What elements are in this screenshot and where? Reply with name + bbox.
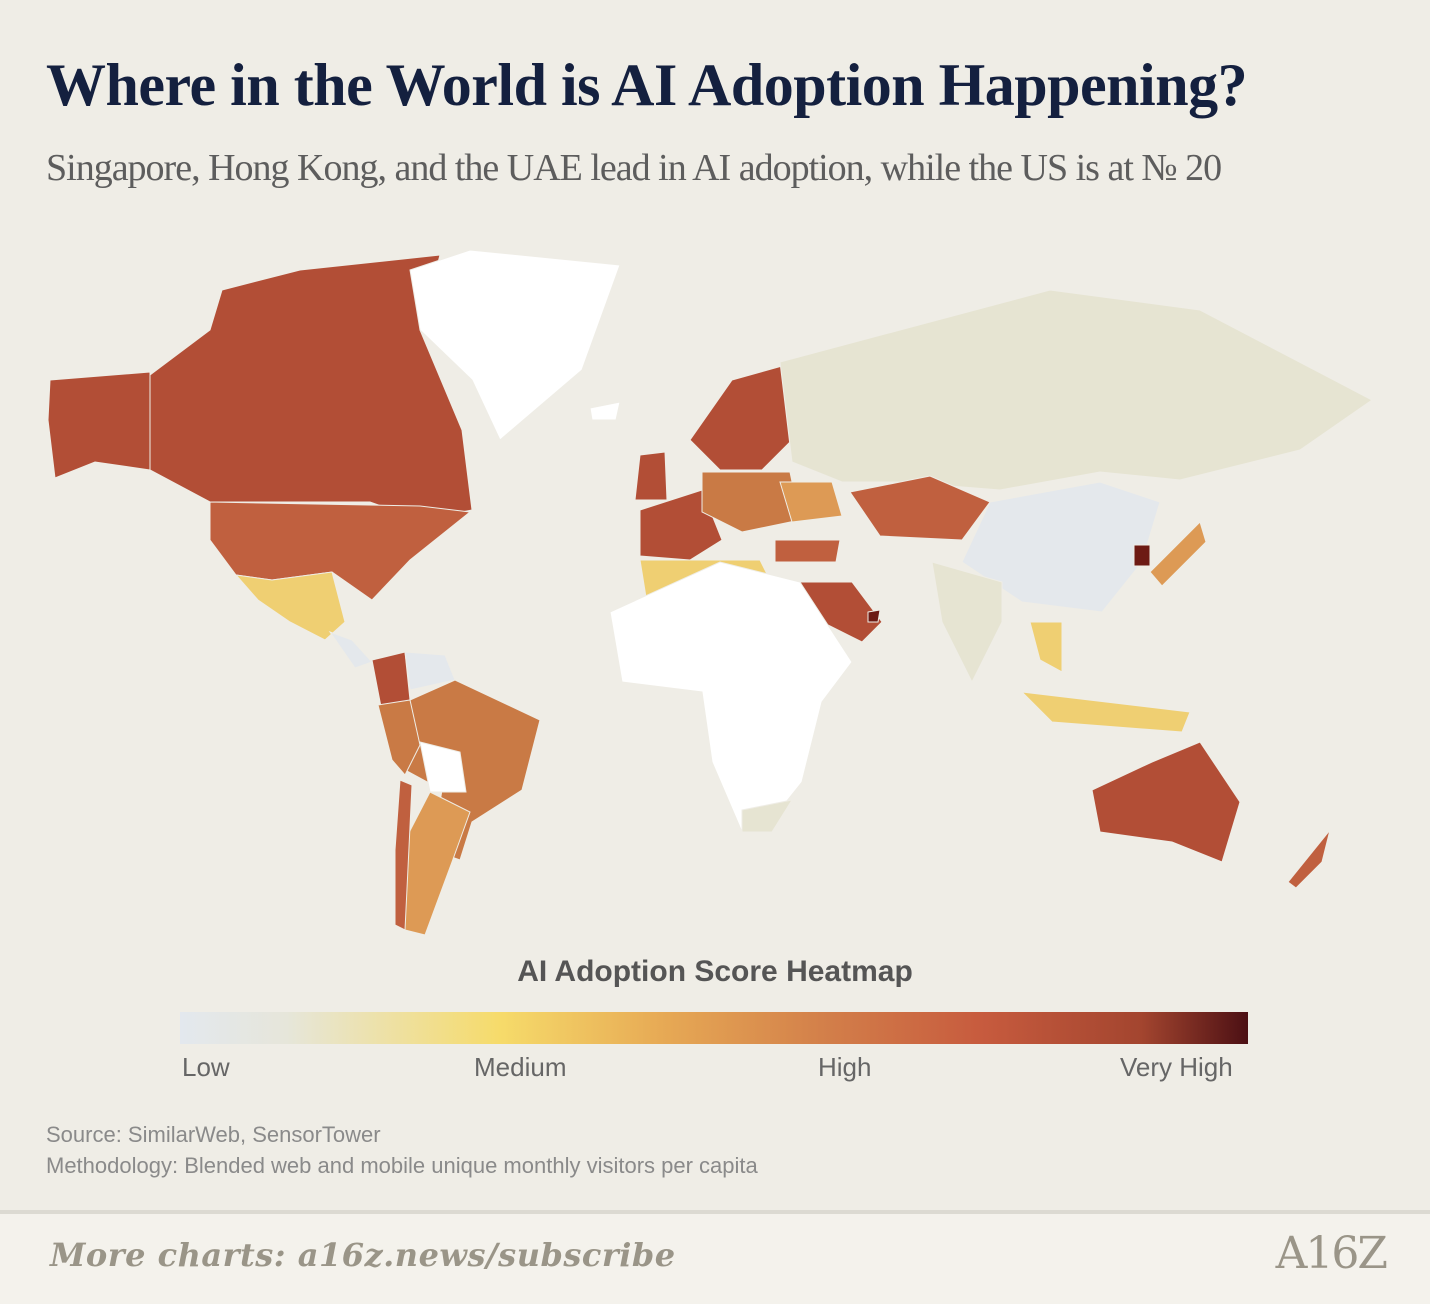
source-note: Source: SimilarWeb, SensorTower: [46, 1122, 381, 1147]
country-central-america: [328, 630, 373, 669]
country-south-korea: [1133, 544, 1151, 567]
country-eastern-europe: [779, 481, 843, 523]
country-greenland: [409, 249, 621, 441]
country-uae: [867, 609, 881, 623]
country-chile: [394, 779, 413, 931]
country-bolivia: [419, 741, 467, 793]
world-map: [47, 249, 1373, 936]
legend-title: AI Adoption Score Heatmap: [517, 955, 913, 988]
country-new-zealand: [1287, 829, 1331, 889]
page-title: Where in the World is AI Adoption Happen…: [46, 52, 1248, 118]
methodology-note: Methodology: Blended web and mobile uniq…: [46, 1153, 758, 1178]
country-central-europe: [701, 471, 801, 533]
country-peru: [377, 699, 421, 776]
legend-label-high: High: [818, 1052, 872, 1082]
country-india: [931, 561, 1003, 684]
legend-label-low: Low: [182, 1052, 230, 1082]
country-iceland: [589, 401, 621, 421]
country-scandinavia: [689, 365, 793, 471]
legend-label-very-high: Very High: [1120, 1052, 1233, 1082]
country-kazakhstan: [849, 475, 991, 541]
subscribe-link[interactable]: More charts: a16z.news/subscribe: [50, 1236, 676, 1274]
country-japan: [1149, 521, 1207, 587]
country-turkey: [774, 539, 841, 563]
legend-label-medium: Medium: [474, 1052, 567, 1082]
country-mexico: [234, 571, 346, 641]
country-russia: [779, 289, 1373, 491]
country-usa: [209, 501, 472, 601]
country-australia: [1091, 741, 1241, 863]
legend-color-bar: [180, 1012, 1248, 1044]
country-china: [961, 481, 1161, 613]
country-indonesia: [1020, 691, 1191, 733]
a16z-logo: A16Z: [1275, 1228, 1388, 1279]
footer: More charts: a16z.news/subscribe A16Z: [0, 1210, 1430, 1304]
country-uk: [634, 451, 668, 501]
country-alaska: [47, 371, 151, 479]
country-southern-africa: [741, 799, 794, 833]
page-subtitle: Singapore, Hong Kong, and the UAE lead i…: [46, 147, 1222, 189]
country-thailand: [1029, 621, 1063, 673]
